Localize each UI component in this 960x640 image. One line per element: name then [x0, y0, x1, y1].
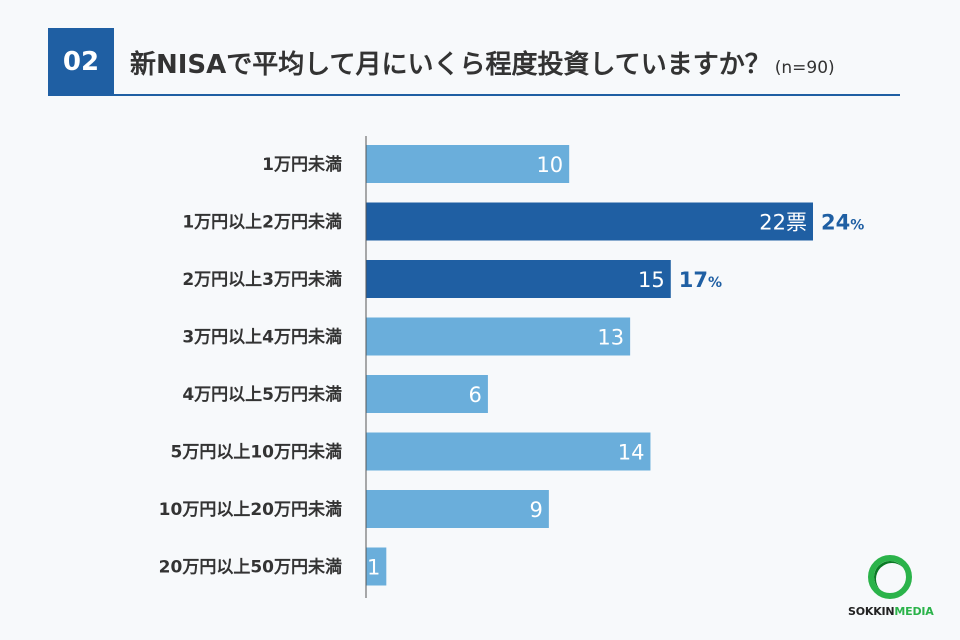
header-divider: [48, 94, 900, 96]
logo-text-b: MEDIA: [894, 605, 934, 618]
value-label: 10: [536, 153, 563, 177]
category-label: 2万円以上3万円未満: [182, 269, 342, 290]
sokkin-media-logo: SOKKINMEDIA: [848, 555, 934, 625]
bar: [366, 490, 549, 528]
category-label: 10万円以上20万円未満: [159, 499, 342, 520]
category-label: 3万円以上4万円未満: [182, 327, 342, 348]
value-label: 6: [469, 383, 482, 407]
value-label: 22票: [759, 211, 807, 235]
percent-label: 17%: [679, 268, 722, 292]
bar: [366, 375, 488, 413]
logo-wordmark: SOKKINMEDIA: [848, 605, 934, 618]
bar: [366, 202, 813, 241]
bar: [366, 547, 387, 586]
value-label: 1: [367, 556, 380, 580]
bar: [366, 145, 570, 183]
logo-ring-icon: [868, 555, 912, 599]
value-label: 14: [618, 441, 645, 465]
value-label: 13: [597, 326, 624, 350]
category-label: 1万円以上2万円未満: [182, 212, 342, 233]
category-label: 5万円以上10万円未満: [171, 442, 343, 463]
sample-size: (n=90): [774, 58, 835, 78]
question-number-badge: 02: [48, 28, 114, 96]
chart-header: 02 新NISAで平均して月にいくら程度投資していますか？ (n=90): [48, 28, 900, 96]
percent-label: 24%: [821, 211, 864, 235]
question-text: 新NISAで平均して月にいくら程度投資していますか？: [130, 50, 771, 80]
bar: [366, 432, 651, 471]
percent-sign: %: [708, 275, 722, 291]
logo-text-a: SOKKIN: [848, 605, 895, 618]
bar: [366, 317, 631, 356]
chart-title: 新NISAで平均して月にいくら程度投資していますか？ (n=90): [130, 44, 835, 81]
value-label: 15: [638, 268, 665, 292]
category-label: 1万円未満: [262, 154, 342, 175]
percent-sign: %: [850, 218, 864, 234]
category-label: 4万円以上5万円未満: [182, 384, 342, 405]
value-label: 9: [529, 498, 542, 522]
bar: [366, 260, 671, 298]
category-label: 20万円以上50万円未満: [159, 557, 342, 578]
